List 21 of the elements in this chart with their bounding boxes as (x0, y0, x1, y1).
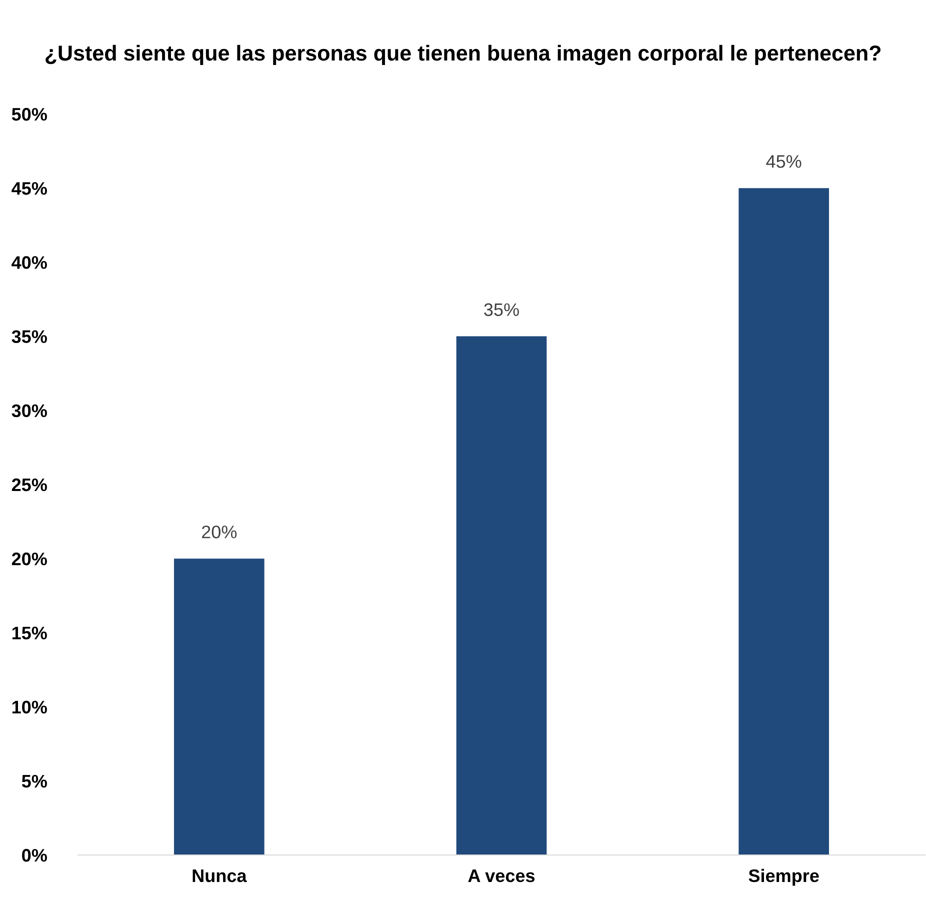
bar (738, 188, 830, 855)
y-tick-label: 5% (22, 774, 47, 788)
data-label: 45% (766, 155, 802, 168)
chart-title: ¿Usted siente que las personas que tienen buena imagen corporal le pertenecen? (46, 44, 881, 66)
y-tick-label: 50% (12, 108, 47, 121)
data-label: 20% (202, 526, 237, 538)
bar (174, 558, 264, 855)
x-tick-label: A veces (468, 870, 535, 882)
y-tick-label: 40% (12, 256, 47, 269)
y-tick-label: 15% (12, 626, 47, 640)
y-tick-label: 35% (12, 330, 47, 344)
x-tick-label: Siempre (748, 868, 819, 886)
y-tick-label: 10% (12, 700, 47, 714)
bar (456, 336, 547, 855)
y-tick-label: 20% (12, 552, 47, 566)
y-tick-label: 25% (12, 478, 47, 492)
y-tick-label: 0% (22, 848, 47, 862)
y-tick-label: 45% (12, 182, 47, 195)
y-tick-label: 30% (12, 404, 47, 418)
data-label: 35% (484, 303, 519, 316)
x-tick-label: Nunca (192, 870, 247, 882)
